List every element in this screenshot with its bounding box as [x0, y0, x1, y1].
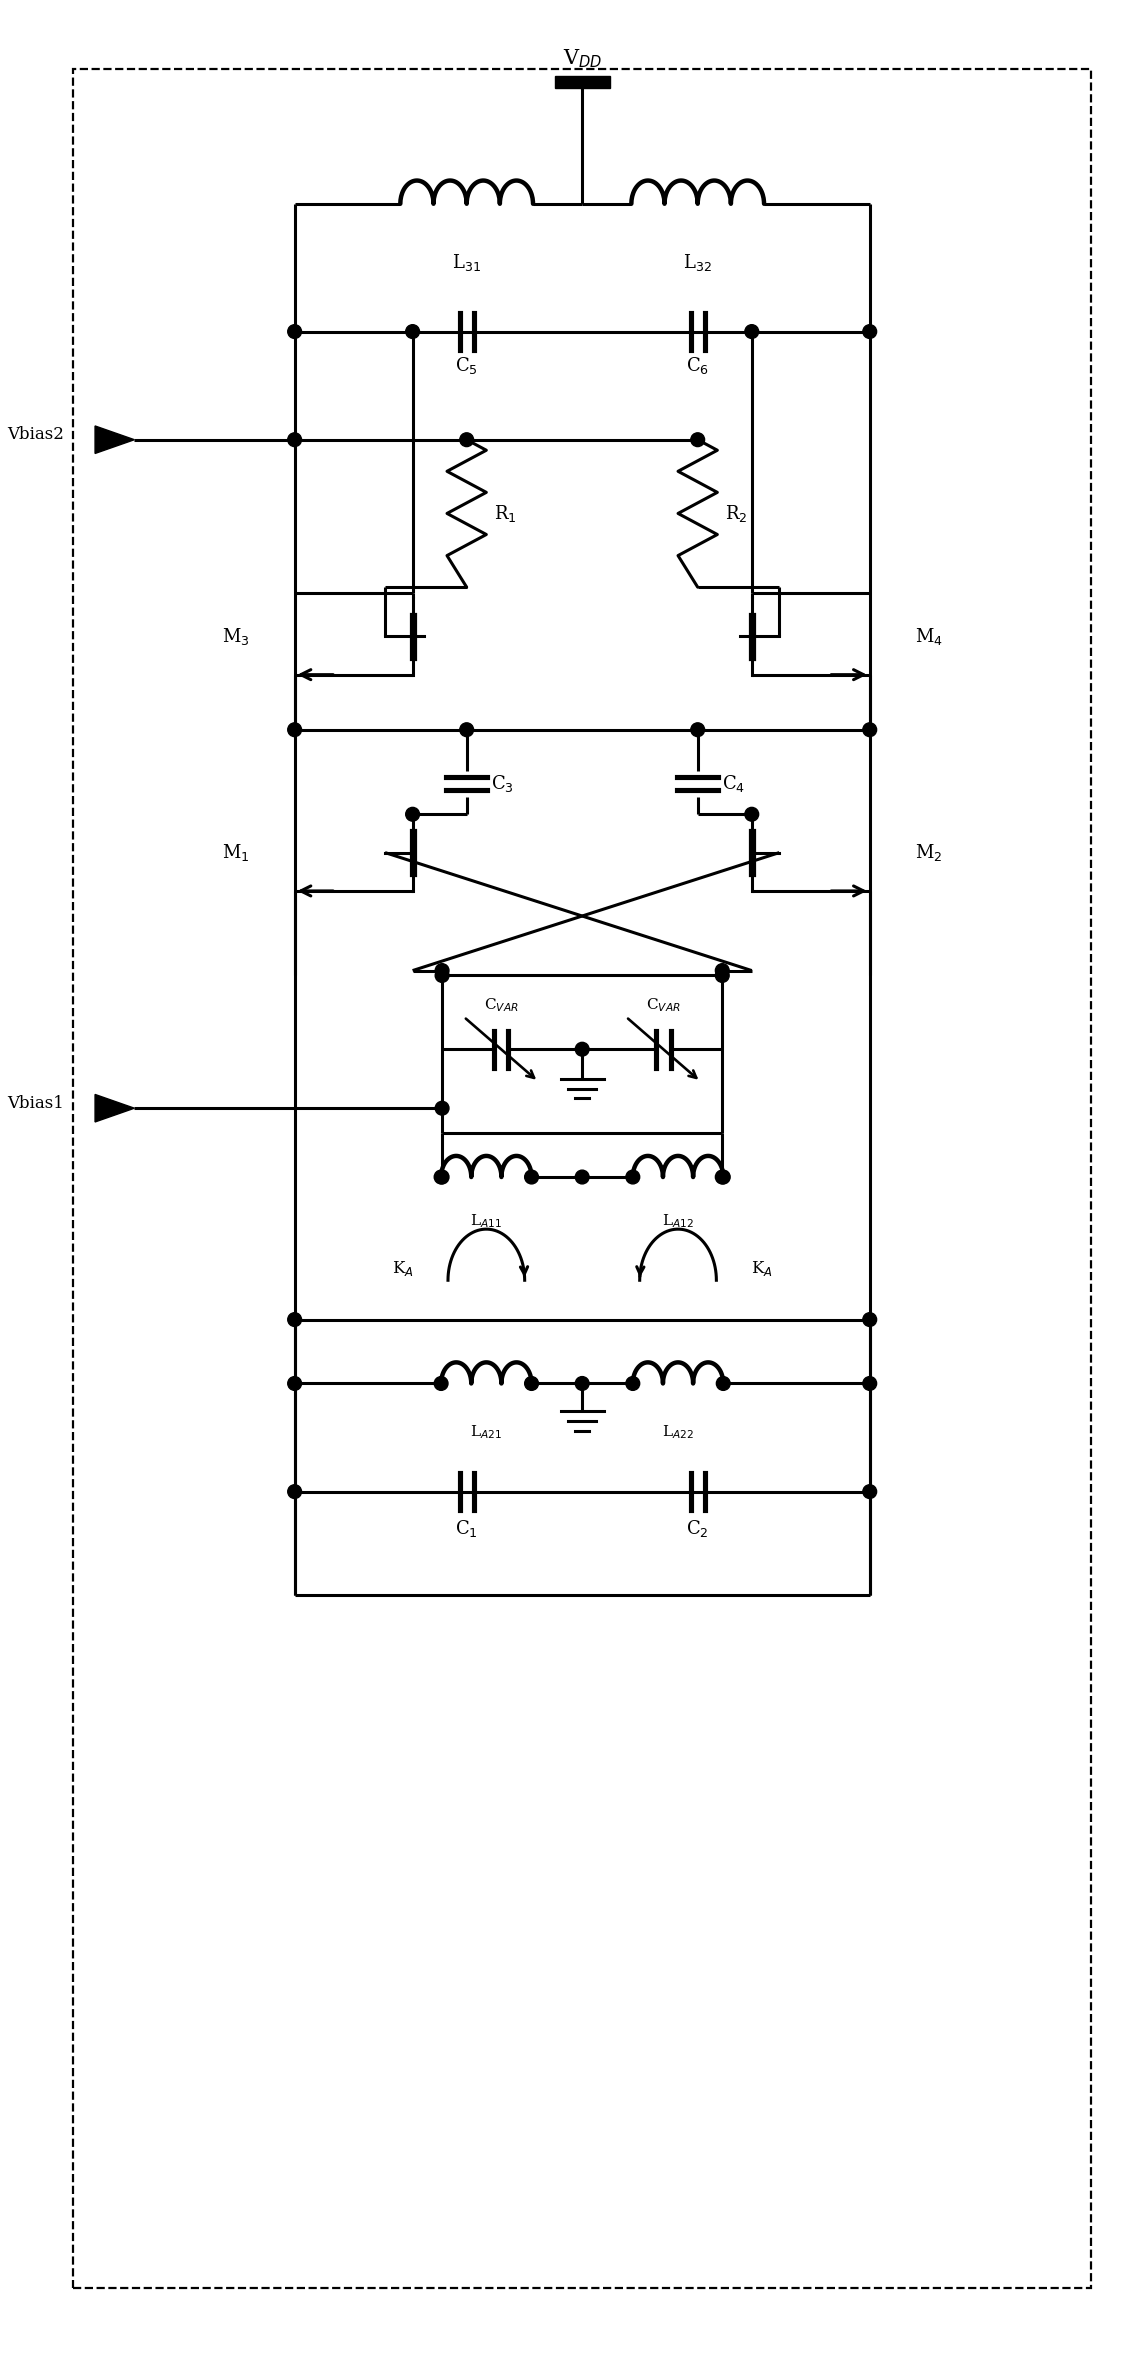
- Text: K$_A$: K$_A$: [751, 1259, 773, 1277]
- Polygon shape: [95, 1094, 134, 1122]
- Circle shape: [287, 1376, 301, 1391]
- Circle shape: [405, 325, 419, 339]
- Circle shape: [626, 1169, 640, 1183]
- Circle shape: [690, 724, 704, 738]
- Text: Vbias2: Vbias2: [7, 427, 64, 443]
- Circle shape: [460, 724, 474, 738]
- Circle shape: [863, 1376, 877, 1391]
- Circle shape: [716, 1169, 729, 1183]
- Circle shape: [434, 1376, 448, 1391]
- Text: L$_{A11}$: L$_{A11}$: [471, 1211, 503, 1230]
- Circle shape: [863, 1313, 877, 1327]
- Circle shape: [745, 808, 759, 820]
- Circle shape: [287, 434, 301, 445]
- Text: C$_1$: C$_1$: [456, 1518, 479, 1539]
- Circle shape: [745, 325, 759, 339]
- Circle shape: [716, 969, 729, 983]
- Circle shape: [863, 724, 877, 738]
- Text: M$_4$: M$_4$: [915, 627, 942, 646]
- Circle shape: [716, 964, 729, 978]
- Circle shape: [575, 1042, 589, 1056]
- Text: L$_{32}$: L$_{32}$: [684, 252, 712, 273]
- Circle shape: [575, 1169, 589, 1183]
- Circle shape: [435, 969, 449, 983]
- Text: K$_A$: K$_A$: [392, 1259, 413, 1277]
- Text: C$_{VAR}$: C$_{VAR}$: [483, 997, 519, 1014]
- Circle shape: [863, 1485, 877, 1499]
- Circle shape: [435, 964, 449, 978]
- Circle shape: [287, 1313, 301, 1327]
- Circle shape: [460, 434, 474, 445]
- Text: M$_1$: M$_1$: [222, 841, 250, 863]
- Circle shape: [524, 1169, 538, 1183]
- Text: M$_3$: M$_3$: [222, 627, 250, 646]
- Circle shape: [575, 1376, 589, 1391]
- Circle shape: [435, 1101, 449, 1115]
- Text: Vbias1: Vbias1: [7, 1094, 64, 1113]
- Text: R$_1$: R$_1$: [495, 502, 516, 523]
- Circle shape: [287, 1485, 301, 1499]
- Text: L$_{A12}$: L$_{A12}$: [662, 1211, 694, 1230]
- Bar: [554, 75, 609, 87]
- Circle shape: [626, 1376, 640, 1391]
- Text: R$_2$: R$_2$: [725, 502, 748, 523]
- Circle shape: [287, 325, 301, 339]
- Text: L$_{31}$: L$_{31}$: [452, 252, 481, 273]
- Text: C$_2$: C$_2$: [686, 1518, 709, 1539]
- Text: C$_5$: C$_5$: [456, 356, 479, 377]
- Text: M$_2$: M$_2$: [915, 841, 942, 863]
- Text: C$_{VAR}$: C$_{VAR}$: [646, 997, 680, 1014]
- Polygon shape: [95, 427, 134, 453]
- Text: V$_{DD}$: V$_{DD}$: [562, 47, 602, 71]
- Circle shape: [287, 724, 301, 738]
- Circle shape: [717, 1169, 731, 1183]
- Circle shape: [405, 808, 419, 820]
- Text: C$_6$: C$_6$: [686, 356, 709, 377]
- Circle shape: [690, 434, 704, 445]
- Circle shape: [863, 325, 877, 339]
- Text: C$_4$: C$_4$: [722, 773, 745, 794]
- Circle shape: [524, 1376, 538, 1391]
- Text: L$_{A22}$: L$_{A22}$: [662, 1424, 694, 1442]
- Text: L$_{A21}$: L$_{A21}$: [471, 1424, 503, 1442]
- Circle shape: [717, 1376, 731, 1391]
- Circle shape: [434, 1169, 448, 1183]
- Circle shape: [435, 1169, 449, 1183]
- Text: C$_3$: C$_3$: [491, 773, 514, 794]
